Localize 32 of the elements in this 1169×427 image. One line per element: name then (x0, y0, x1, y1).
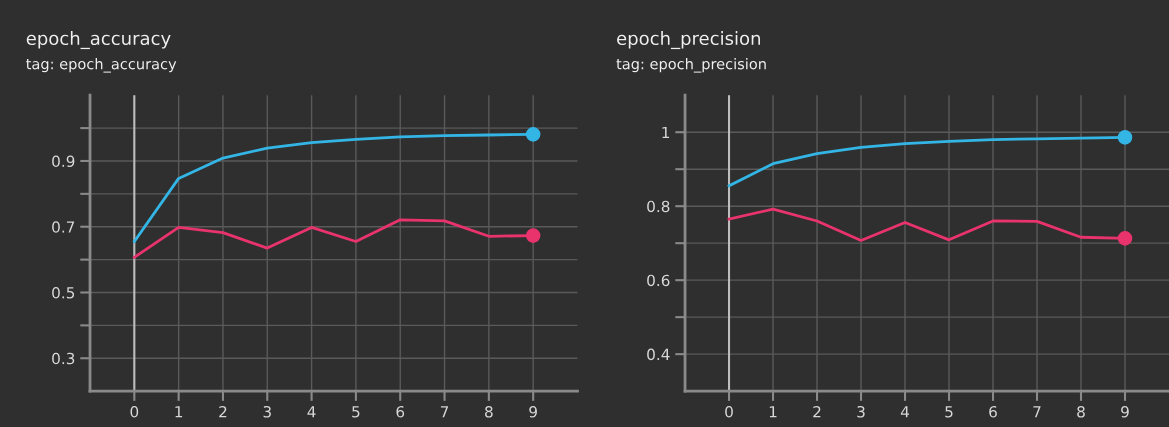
x-tick-label: 2 (813, 405, 821, 418)
x-tick-label: 7 (1033, 406, 1041, 418)
x-tick-label: 6 (989, 405, 997, 418)
x-tick-label: 8 (485, 405, 493, 418)
x-tick-label: 7 (440, 406, 449, 418)
y-tick-label: 0.6 (647, 274, 670, 287)
x-tick-label: 5 (945, 406, 953, 418)
x-tick-label: 4 (307, 406, 316, 418)
chart-title: epoch_precision (617, 31, 760, 50)
y-tick-label: 0.3 (52, 352, 75, 365)
chart-subtitle: tag: epoch_accuracy (26, 58, 177, 73)
x-tick-label: 2 (219, 405, 227, 418)
chart-title: epoch_accuracy (26, 31, 171, 50)
x-tick-label: 0 (725, 405, 733, 418)
x-tick-label: 1 (175, 406, 183, 418)
x-tick-label: 3 (263, 405, 271, 418)
chart-subtitle: tag: epoch_precision (616, 58, 766, 73)
x-tick-label: 4 (900, 406, 910, 418)
x-tick-label: 5 (352, 406, 360, 418)
x-tick-label: 0 (130, 405, 139, 418)
x-tick-label: 9 (1121, 405, 1129, 418)
y-tick-label: 0.4 (647, 348, 670, 361)
y-tick-label: 0.7 (52, 221, 75, 233)
y-tick-label: 0.5 (52, 286, 75, 299)
y-tick-label: 1 (662, 126, 670, 139)
x-tick-label: 8 (1077, 405, 1085, 418)
x-tick-label: 1 (769, 406, 777, 418)
x-tick-label: 3 (857, 405, 865, 418)
y-tick-label: 0.8 (647, 200, 670, 213)
x-tick-label: 9 (529, 405, 537, 418)
y-tick-label: 0.9 (52, 155, 75, 167)
x-tick-label: 6 (396, 405, 405, 418)
